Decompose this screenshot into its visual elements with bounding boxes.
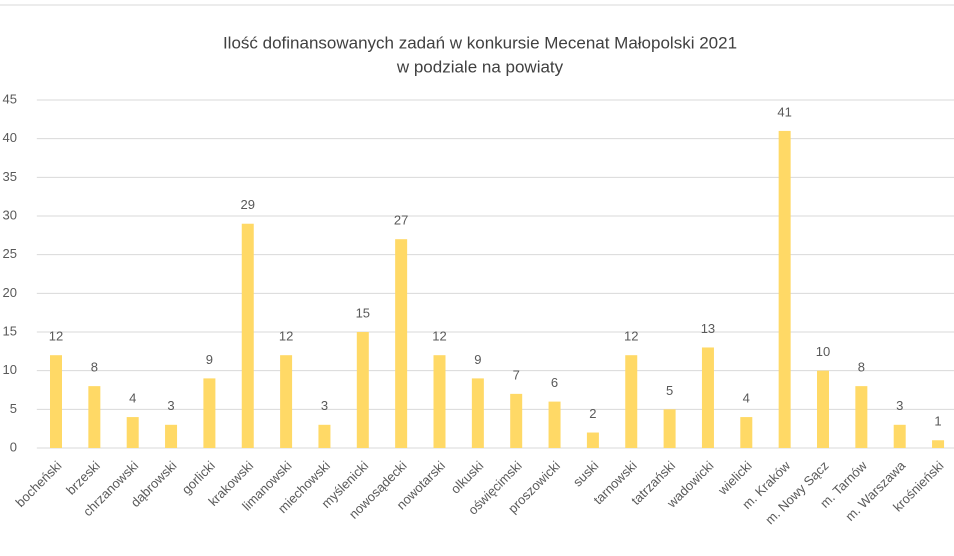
- y-tick-label: 0: [10, 439, 17, 454]
- data-label: 9: [474, 352, 481, 367]
- data-label: 5: [666, 383, 673, 398]
- data-label: 4: [743, 391, 750, 406]
- data-label: 12: [432, 329, 446, 344]
- data-label: 7: [513, 367, 520, 382]
- bar: [740, 417, 753, 448]
- data-label: 8: [858, 360, 865, 375]
- y-tick-label: 10: [3, 362, 17, 377]
- data-label: 12: [624, 329, 638, 344]
- bar: [280, 355, 293, 448]
- data-label: 15: [356, 305, 370, 320]
- data-label: 29: [241, 197, 255, 212]
- bar: [893, 424, 906, 448]
- bar: [778, 130, 791, 448]
- bar: [625, 355, 638, 448]
- bar: [817, 370, 829, 448]
- bar: [165, 424, 178, 448]
- bar: [932, 440, 945, 448]
- data-label: 1: [934, 414, 941, 429]
- y-tick-label: 20: [3, 285, 17, 300]
- data-label: 3: [896, 398, 903, 413]
- bar: [395, 239, 408, 448]
- bar: [203, 378, 216, 448]
- bar: [701, 347, 714, 448]
- bar: [548, 401, 561, 448]
- bar: [241, 223, 254, 448]
- data-label: 27: [394, 213, 408, 228]
- y-tick-label: 25: [3, 246, 17, 261]
- bar: [88, 386, 101, 448]
- data-label: 12: [279, 329, 293, 344]
- bar: [855, 386, 868, 448]
- data-label: 2: [589, 406, 596, 421]
- data-label: 10: [816, 344, 830, 359]
- bar: [510, 393, 523, 448]
- data-label: 3: [167, 398, 174, 413]
- bar: [50, 355, 62, 448]
- bar: [433, 355, 446, 448]
- y-tick-label: 15: [3, 323, 17, 338]
- x-tick-label: suski: [570, 458, 602, 490]
- chart-title: Ilość dofinansowanych zadań w konkursie …: [223, 33, 737, 52]
- bar: [471, 378, 484, 448]
- y-tick-label: 40: [3, 130, 17, 145]
- y-tick-label: 45: [3, 91, 17, 106]
- x-tick-label: bocheński: [13, 458, 65, 510]
- bar: [318, 424, 331, 448]
- bar: [586, 432, 599, 448]
- data-label: 3: [321, 398, 328, 413]
- data-label: 13: [701, 321, 715, 336]
- data-label: 6: [551, 375, 558, 390]
- y-tick-label: 30: [3, 207, 17, 222]
- bar: [356, 332, 369, 448]
- y-tick-label: 35: [3, 169, 17, 184]
- data-label: 8: [91, 360, 98, 375]
- data-label: 9: [206, 352, 213, 367]
- data-label: 12: [49, 329, 63, 344]
- data-label: 4: [129, 391, 136, 406]
- y-tick-label: 5: [10, 401, 17, 416]
- bar: [663, 409, 676, 448]
- chart-title: w podziale na powiaty: [396, 57, 564, 76]
- data-label: 41: [777, 104, 791, 119]
- bar: [126, 417, 139, 448]
